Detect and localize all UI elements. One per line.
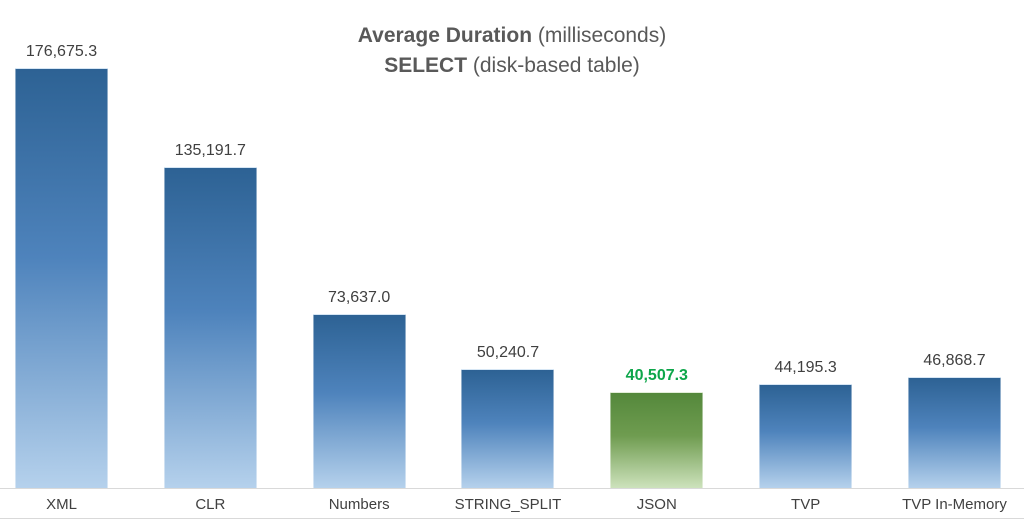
chart-bottom-border (0, 518, 1024, 519)
category-label-tvp-in-memory: TVP In-Memory (902, 496, 1007, 513)
category-label-tvp: TVP (791, 496, 821, 513)
bar-string-split (461, 369, 555, 489)
bar-xml (15, 68, 108, 489)
category-label-numbers: Numbers (328, 496, 390, 513)
bar-tvp (759, 383, 853, 489)
x-axis-line (0, 488, 1024, 489)
bar-numbers (312, 313, 406, 489)
value-label-json: 40,507.3 (625, 367, 688, 385)
value-label-string-split: 50,240.7 (476, 344, 540, 362)
chart-title: Average Duration (milliseconds) SELECT (… (0, 21, 1024, 81)
category-label-json: JSON (636, 496, 677, 513)
bar-json (610, 392, 704, 489)
chart-title-line2-regular: (disk-based table) (467, 54, 640, 77)
chart-title-line1-bold: Average Duration (357, 24, 533, 47)
value-label-numbers: 73,637.0 (328, 288, 391, 306)
value-label-tvp-in-memory: 46,868.7 (923, 352, 986, 370)
chart-title-line1: Average Duration (milliseconds) (0, 21, 1024, 51)
value-label-clr: 135,191.7 (174, 141, 246, 159)
value-label-xml: 176,675.3 (25, 43, 98, 60)
value-label-tvp: 44,195.3 (774, 358, 837, 376)
category-label-xml: XML (46, 496, 77, 513)
chart-title-line1-regular: (milliseconds) (532, 24, 667, 47)
bar-clr (163, 166, 257, 489)
chart-title-line2-bold: SELECT (384, 54, 468, 77)
category-label-string-split: STRING_SPLIT (454, 496, 562, 513)
chart-title-line2: SELECT (disk-based table) (0, 51, 1024, 81)
bar-tvp-in-memory (907, 377, 1001, 489)
category-label-clr: CLR (195, 496, 226, 513)
